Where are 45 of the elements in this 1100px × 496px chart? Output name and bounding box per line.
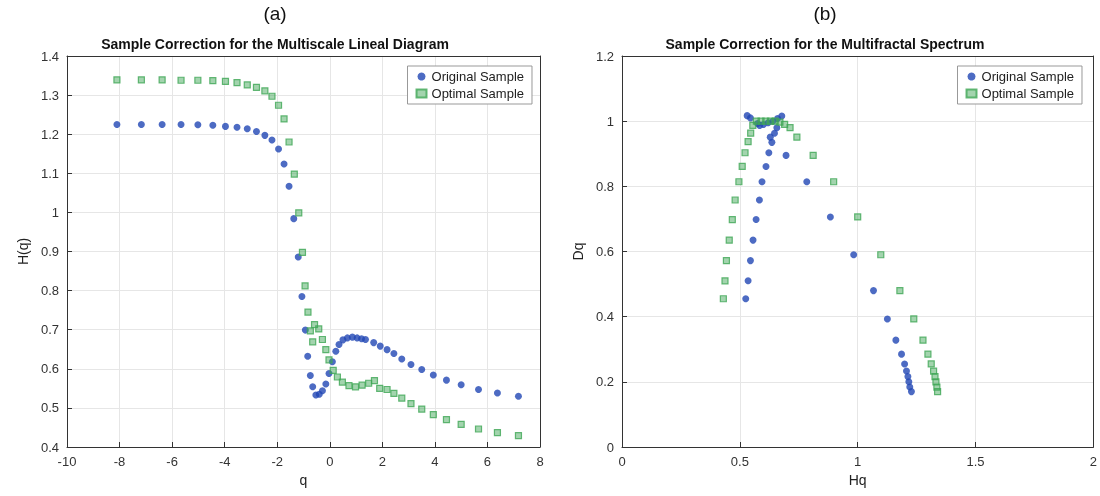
x-tick-label: 1.5 <box>966 454 985 469</box>
x-axis-title: Hq <box>848 471 867 488</box>
y-tick-label: 0.6 <box>595 244 614 259</box>
legend-label: Optimal Sample <box>431 86 524 101</box>
text: (b) <box>813 3 837 24</box>
y-tick-label: 0.4 <box>595 309 614 325</box>
y-tick-label: 0.6 <box>40 361 59 377</box>
chart-title: Sample Correction for the Multiscale Lineal Diagram <box>101 36 449 52</box>
legend-label: Original Sample <box>981 69 1075 84</box>
x-tick-label: 4 <box>431 454 439 469</box>
y-tick-label: 0.7 <box>40 322 59 338</box>
y-tick-label: 0.2 <box>595 374 614 390</box>
y-tick-label: 0.5 <box>40 400 59 416</box>
y-tick-label: 0.8 <box>40 283 59 299</box>
x-tick-label: 0 <box>326 454 334 469</box>
x-tick-label: 8 <box>536 454 544 469</box>
y-tick-label: 1.1 <box>40 165 59 181</box>
y-tick-label: 1 <box>606 113 614 129</box>
x-tick-label: 0.5 <box>730 454 749 469</box>
y-tick-label: 0.9 <box>40 244 59 259</box>
x-tick-label: -8 <box>113 454 126 469</box>
y-axis-title: H(q) <box>15 237 32 266</box>
legend-label: Optimal Sample <box>981 86 1074 101</box>
legend-label: Original Sample <box>431 69 525 84</box>
y-tick-label: 0 <box>606 439 614 455</box>
x-tick-label: -4 <box>218 454 231 469</box>
y-tick-label: 0.4 <box>40 439 59 455</box>
x-tick-label: 6 <box>483 454 492 469</box>
x-tick-label: 1 <box>854 454 862 469</box>
chart-title: Sample Correction for the Multifractal Spectrum <box>665 36 985 52</box>
x-tick-label: 2 <box>378 454 386 469</box>
y-tick-label: 1 <box>51 204 59 220</box>
x-axis-title: q <box>299 471 308 488</box>
y-tick-label: 1.3 <box>40 87 59 103</box>
y-tick-label: 1.4 <box>40 48 59 64</box>
y-tick-label: 1.2 <box>40 126 59 142</box>
x-tick-label: 2 <box>1089 454 1097 469</box>
x-tick-label: -2 <box>271 454 283 469</box>
text: (a) <box>263 3 287 24</box>
x-tick-label: -6 <box>166 454 178 469</box>
x-tick-label: -10 <box>57 454 77 469</box>
y-tick-label: 0.8 <box>595 178 614 194</box>
y-axis-title: Dq <box>570 242 587 261</box>
x-tick-label: 0 <box>618 454 626 469</box>
y-tick-label: 1.2 <box>595 48 614 64</box>
